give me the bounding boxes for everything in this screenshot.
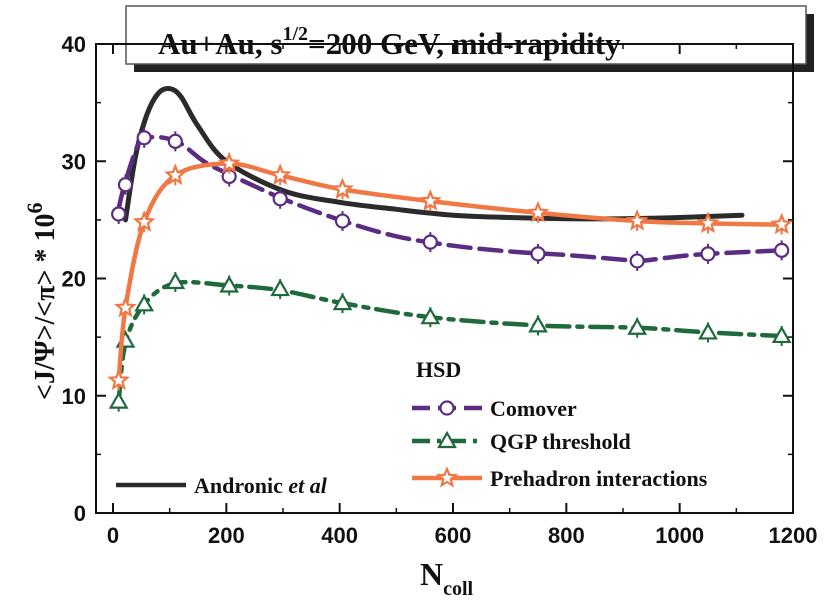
y-tick-label: 30 (62, 149, 86, 174)
x-axis-title: Ncoll (420, 556, 474, 600)
x-tick-label: 400 (321, 523, 358, 548)
legend-header: HSD (416, 357, 461, 382)
data-point (332, 292, 353, 311)
data-point (272, 191, 288, 207)
data-point (331, 177, 354, 200)
series-2 (107, 151, 793, 391)
data-point (627, 317, 648, 335)
legend-item-qgp-threshold: QGP threshold (412, 429, 631, 454)
data-point (165, 271, 186, 290)
title-box (125, 5, 807, 65)
legend-label-andronic: Andronic et al (194, 473, 328, 498)
chart-title: Au+Au, s1/2=200 GeV, mid-rapidity (158, 23, 621, 61)
data-point (270, 278, 291, 297)
data-point (698, 322, 718, 340)
series-line (116, 279, 784, 404)
y-axis-title: <J/Ψ>/<π> * 106 (22, 202, 61, 400)
legend-marker (437, 430, 457, 449)
series-layer (107, 85, 793, 412)
data-point (117, 177, 134, 193)
x-tick-label: 1000 (655, 523, 704, 548)
data-point (422, 234, 438, 250)
data-point (770, 212, 793, 235)
y-tick-label: 40 (62, 32, 86, 57)
data-point (334, 213, 351, 229)
legend-item-comover: Comover (412, 396, 577, 421)
x-tick-label: 200 (208, 523, 245, 548)
x-tick-label: 600 (435, 523, 472, 548)
data-point (136, 130, 152, 146)
legend: HSD Comover QGP threshold Prehadron inte… (116, 357, 708, 498)
data-point (111, 206, 127, 222)
y-tick-label: 20 (62, 267, 86, 292)
data-point (107, 368, 130, 391)
y-tick-label: 0 (74, 501, 86, 526)
data-point (134, 294, 155, 312)
x-tick-label: 0 (107, 523, 119, 548)
data-point (625, 209, 649, 231)
data-point (164, 163, 187, 185)
data-point (219, 275, 240, 293)
series-1 (108, 271, 792, 412)
data-point (132, 210, 156, 232)
legend-item-prehadron: Prehadron interactions (412, 466, 708, 491)
data-point (526, 200, 550, 223)
data-point (108, 391, 129, 409)
legend-marker (435, 466, 459, 488)
data-point (268, 163, 292, 185)
series-0 (111, 127, 790, 271)
data-point (217, 151, 241, 174)
x-tick-label: 800 (548, 523, 585, 548)
x-tick-label: 1200 (769, 523, 818, 548)
data-point (629, 253, 645, 269)
data-point (530, 246, 546, 262)
data-point (528, 315, 548, 333)
legend-label-qgp-threshold: QGP threshold (490, 429, 631, 454)
data-point (771, 325, 792, 344)
data-point (696, 211, 720, 234)
legend-label-comover: Comover (490, 396, 577, 421)
data-point (774, 242, 790, 258)
legend-item-andronic: Andronic et al (116, 473, 328, 498)
series-line (116, 161, 784, 383)
legend-label-prehadron: Prehadron interactions (490, 466, 708, 491)
data-point (419, 189, 442, 211)
data-point (167, 133, 183, 149)
data-point (420, 306, 441, 325)
data-point (114, 295, 137, 318)
legend-marker (439, 400, 455, 416)
y-tick-label: 10 (62, 384, 86, 409)
data-point (700, 246, 716, 262)
axis-ticks: 0 200 400 600 800 1000 1200 0 10 20 30 40 (62, 32, 818, 548)
